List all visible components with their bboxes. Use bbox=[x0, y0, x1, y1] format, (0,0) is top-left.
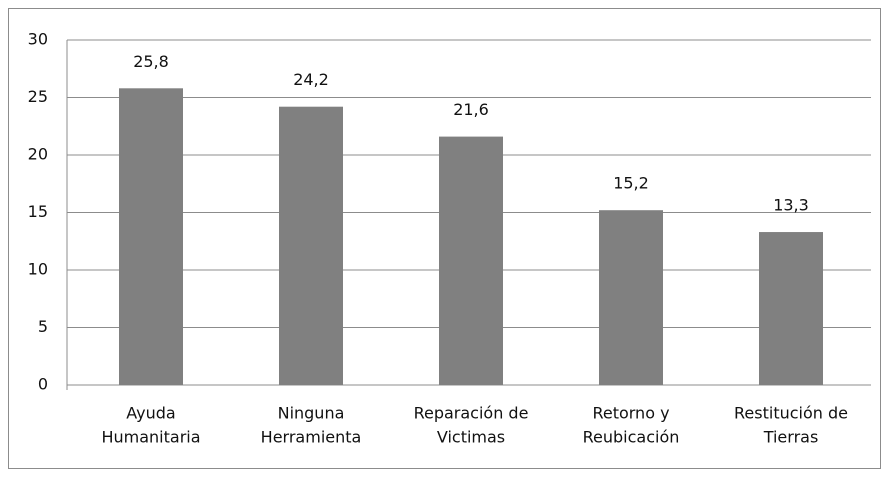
bar bbox=[599, 210, 663, 385]
y-tick-label: 10 bbox=[28, 260, 48, 279]
x-tick-label: Ayuda bbox=[126, 404, 175, 423]
x-tick-label: Humanitaria bbox=[101, 428, 200, 447]
x-tick-label: Reubicación bbox=[583, 428, 680, 447]
y-tick-label: 20 bbox=[28, 145, 48, 164]
x-tick-label: Ninguna bbox=[278, 404, 345, 423]
x-tick-label: Restitución de bbox=[734, 404, 848, 423]
data-label: 15,2 bbox=[613, 174, 649, 193]
bar bbox=[759, 232, 823, 385]
data-label: 24,2 bbox=[293, 70, 329, 89]
x-tick-label: Retorno y bbox=[592, 404, 669, 423]
x-tick-label: Reparación de bbox=[414, 404, 529, 423]
data-label: 21,6 bbox=[453, 100, 489, 119]
data-label: 25,8 bbox=[133, 52, 169, 71]
y-tick-label: 25 bbox=[28, 87, 48, 106]
x-tick-label: Victimas bbox=[437, 428, 505, 447]
x-tick-label: Herramienta bbox=[261, 428, 362, 447]
x-tick-label: Tierras bbox=[763, 428, 819, 447]
y-tick-label: 0 bbox=[38, 375, 48, 394]
bar bbox=[279, 106, 343, 385]
y-tick-label: 15 bbox=[28, 202, 48, 221]
bar bbox=[439, 136, 503, 385]
bar bbox=[119, 88, 183, 386]
y-tick-label: 30 bbox=[28, 30, 48, 49]
data-label: 13,3 bbox=[773, 196, 809, 215]
y-tick-label: 5 bbox=[38, 317, 48, 336]
